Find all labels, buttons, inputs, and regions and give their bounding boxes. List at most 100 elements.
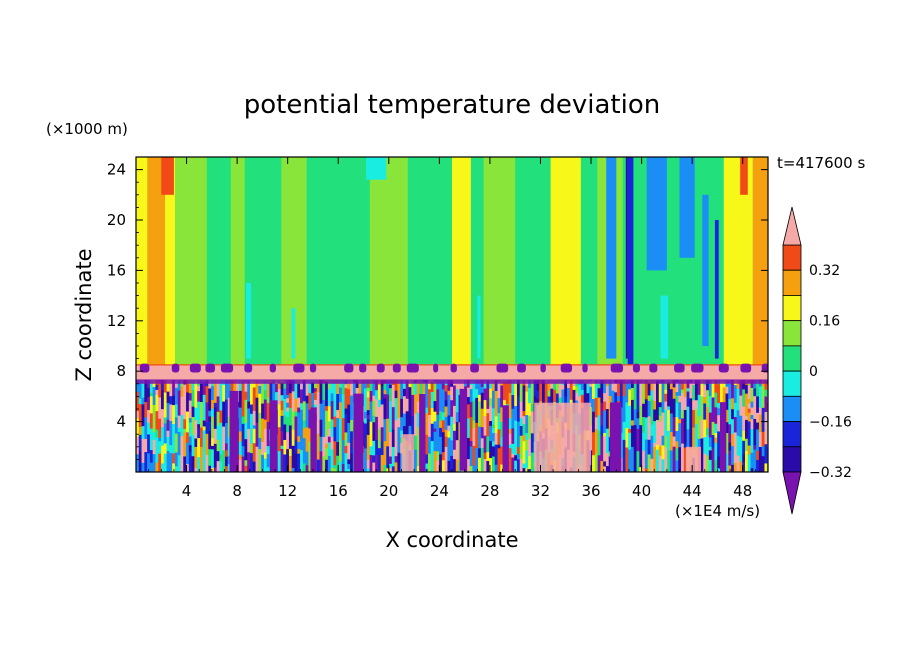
bl-cell — [211, 408, 215, 417]
bl-cell — [742, 389, 746, 407]
bl-cell — [717, 431, 721, 457]
bl-cell — [656, 380, 660, 398]
bl-cell — [286, 380, 290, 395]
bl-cell — [261, 454, 265, 472]
bl-cell — [430, 456, 435, 472]
inversion-bump — [171, 363, 180, 373]
bl-cell — [764, 396, 768, 413]
bl-cell — [141, 385, 145, 398]
bl-cell — [327, 388, 332, 407]
bl-cell — [305, 426, 309, 452]
bl-cell — [383, 398, 387, 420]
bl-cell — [639, 405, 643, 426]
bl-cell — [283, 380, 287, 389]
bl-cell — [330, 419, 334, 437]
bl-cell — [263, 452, 268, 459]
bl-cell — [433, 380, 437, 402]
inversion-bump — [189, 363, 201, 373]
inversion-bump — [376, 363, 385, 373]
field-band — [723, 157, 753, 384]
bl-cell — [611, 390, 615, 397]
bl-cell — [547, 380, 551, 391]
bl-cell — [208, 421, 212, 432]
bl-cell — [728, 442, 732, 451]
bl-cell — [525, 450, 529, 469]
bl-cell — [208, 388, 212, 411]
bl-cell — [180, 396, 184, 416]
bl-cell — [383, 389, 387, 395]
bl-cell — [514, 460, 518, 472]
bl-cell — [377, 447, 382, 472]
bl-cell — [341, 388, 346, 395]
bl-cell — [344, 432, 348, 446]
bl-cell — [508, 444, 512, 449]
bl-cell — [703, 396, 707, 404]
bl-cell — [675, 416, 679, 431]
bl-cell — [188, 417, 193, 423]
bl-cell — [141, 404, 145, 427]
bl-cell — [372, 462, 376, 472]
bl-cell — [375, 439, 379, 455]
bl-cell — [444, 391, 449, 401]
bl-cell — [522, 385, 526, 412]
bl-cell — [761, 407, 766, 432]
bl-cell — [250, 443, 254, 454]
bl-cell — [519, 435, 524, 460]
bl-cell — [756, 380, 760, 397]
bl-cell — [639, 424, 643, 443]
bl-cell — [302, 428, 307, 439]
bl-cell — [530, 452, 535, 472]
bl-cell — [622, 448, 626, 472]
bl-cell — [608, 380, 613, 396]
bl-cell — [717, 414, 721, 432]
bl-cell — [483, 458, 487, 472]
bl-cell — [283, 424, 287, 440]
bl-cell — [305, 395, 309, 404]
bl-cell — [386, 380, 390, 395]
bl-cell — [219, 410, 223, 423]
bl-cell — [147, 409, 151, 423]
bl-cell — [441, 451, 446, 461]
bl-cell — [174, 404, 179, 418]
bl-cell — [205, 402, 209, 423]
bl-cell — [330, 380, 334, 394]
bl-cell — [366, 397, 371, 411]
bl-cell — [500, 464, 504, 472]
bl-cell — [478, 426, 482, 449]
bl-cell — [222, 426, 226, 451]
bl-cell — [664, 389, 668, 394]
bl-cell — [369, 421, 373, 447]
bl-cell — [250, 413, 254, 427]
bl-cell — [628, 405, 632, 429]
bl-cell — [622, 395, 626, 422]
y-tick-label: 20 — [107, 211, 126, 229]
bl-cell — [453, 464, 457, 472]
field-band — [175, 157, 207, 384]
bl-cell — [725, 453, 729, 472]
bl-cell — [444, 384, 449, 392]
bl-cell — [266, 421, 271, 447]
bl-cell — [297, 407, 301, 413]
bl-cell — [731, 418, 735, 435]
bl-cell — [136, 391, 140, 412]
bl-cell — [742, 406, 746, 431]
bl-cell — [522, 423, 526, 436]
bl-cell — [694, 408, 699, 425]
bl-cell — [658, 415, 663, 422]
bl-cell — [675, 382, 679, 393]
inversion-bump — [632, 363, 640, 373]
bl-cell — [364, 448, 368, 454]
bl-cell — [172, 380, 176, 396]
bl-cell — [739, 380, 743, 396]
bl-cell — [664, 447, 668, 472]
bl-cell — [756, 450, 760, 460]
downdraft — [353, 393, 364, 472]
field-band — [230, 157, 245, 384]
bl-cell — [600, 402, 604, 426]
bl-cell — [389, 413, 393, 433]
bl-cell — [327, 455, 332, 472]
bl-cell — [455, 439, 460, 460]
bl-cell — [152, 404, 157, 409]
bl-cell — [238, 441, 243, 455]
bl-cell — [322, 382, 326, 401]
